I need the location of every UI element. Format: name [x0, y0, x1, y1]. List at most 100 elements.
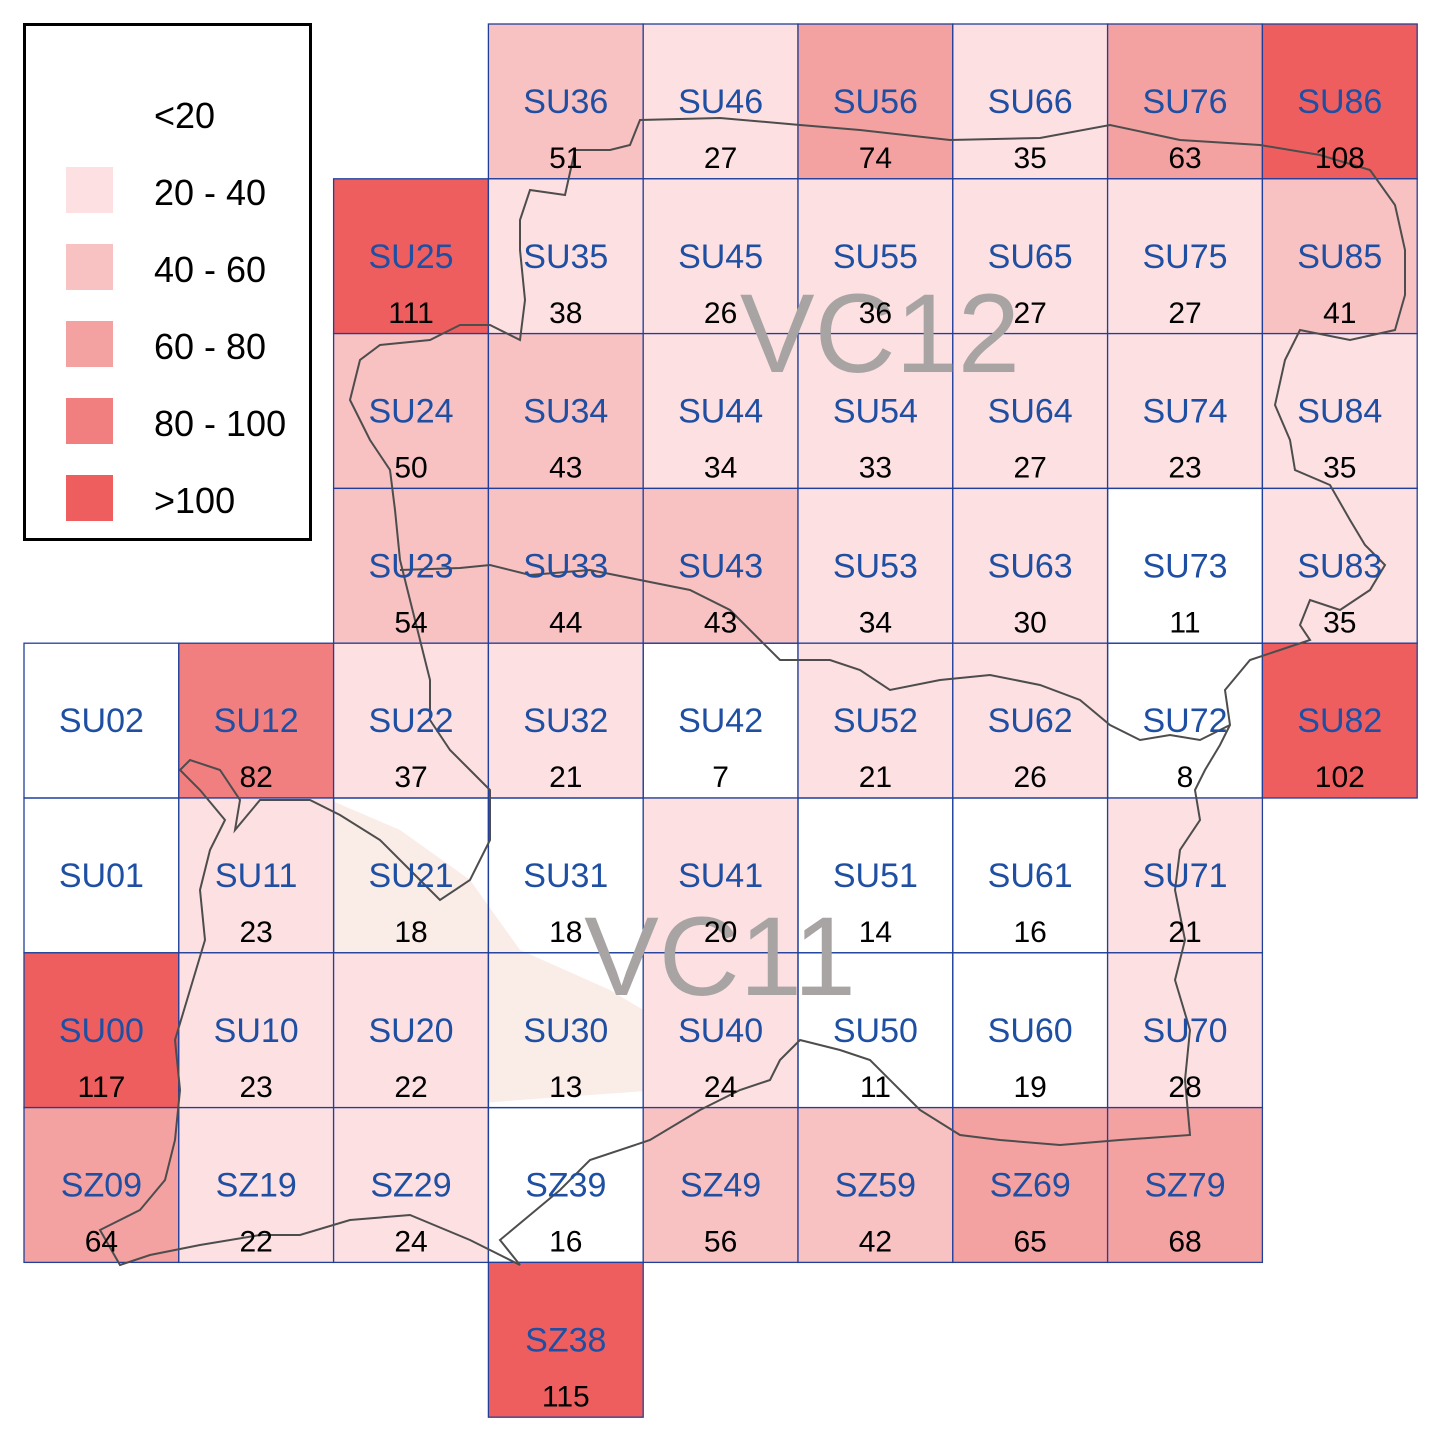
hectad-code-su53: SU53: [833, 547, 918, 585]
hectad-code-su32: SU32: [523, 702, 608, 740]
hectad-code-su72: SU72: [1142, 702, 1227, 740]
hectad-code-su22: SU22: [368, 702, 453, 740]
legend-item: 40 - 60: [26, 237, 309, 297]
vice-county-boundary: [98, 116, 1406, 1267]
hectad-cell-su66: [952, 23, 1109, 180]
hectad-count-su65: 27: [1014, 297, 1047, 330]
hectad-code-su83: SU83: [1297, 547, 1382, 585]
hectad-count-su66: 35: [1014, 142, 1047, 175]
hectad-cell-sz79: [1106, 1106, 1264, 1264]
legend-swatch: [66, 244, 113, 290]
hectad-cell-su22: [332, 642, 490, 799]
region-label-vc12: VC12: [740, 271, 1020, 396]
hectad-code-su21: SU21: [368, 857, 453, 895]
hectad-count-su72: 8: [1177, 761, 1194, 794]
hectad-code-su36: SU36: [523, 83, 608, 121]
hectad-count-sz59: 42: [859, 1226, 892, 1259]
legend-item: <20: [26, 83, 309, 143]
hectad-code-su61: SU61: [988, 857, 1073, 895]
legend-swatch: [66, 90, 113, 136]
hectad-count-su30: 13: [549, 1071, 582, 1104]
hectad-code-su33: SU33: [523, 547, 608, 585]
hectad-code-su65: SU65: [988, 238, 1073, 276]
hectad-code-su35: SU35: [523, 238, 608, 276]
hectad-cell-sz69: [952, 1106, 1109, 1264]
hectad-count-su34: 43: [549, 452, 582, 485]
hectad-code-su20: SU20: [368, 1012, 453, 1050]
hectad-cell-sz09: [23, 1106, 180, 1264]
hectad-code-su43: SU43: [678, 547, 763, 585]
hectad-count-su12: 82: [240, 761, 273, 794]
hectad-count-su46: 27: [704, 142, 737, 175]
hectad-code-su82: SU82: [1297, 702, 1382, 740]
hectad-cell-sz38: [487, 1261, 644, 1418]
county-divider-line: [399, 563, 1231, 742]
hectad-count-su43: 43: [704, 606, 737, 639]
hectad-code-sz59: SZ59: [835, 1167, 916, 1205]
hectad-cell-su82: [1261, 642, 1418, 799]
hectad-code-su40: SU40: [678, 1012, 763, 1050]
legend-swatch: [66, 167, 113, 213]
hectad-code-su84: SU84: [1297, 393, 1382, 431]
hectad-code-su12: SU12: [214, 702, 299, 740]
hectad-cell-su55: [797, 178, 954, 335]
legend-item: >100: [26, 468, 309, 528]
hectad-code-su74: SU74: [1142, 393, 1227, 431]
hectad-cell-su40: [642, 952, 799, 1109]
hectad-cell-su75: [1106, 178, 1264, 335]
legend-item: 20 - 40: [26, 160, 309, 220]
hectad-code-su70: SU70: [1142, 1012, 1227, 1050]
hectad-count-su82: 102: [1315, 761, 1365, 794]
hectad-cell-su65: [952, 178, 1109, 335]
hectad-code-su31: SU31: [523, 857, 608, 895]
hectad-code-su44: SU44: [678, 393, 763, 431]
hectad-cell-su71: [1106, 797, 1264, 954]
hectad-code-su10: SU10: [214, 1012, 299, 1050]
hectad-count-su60: 19: [1014, 1071, 1047, 1104]
hectad-count-su32: 21: [549, 761, 582, 794]
hectad-count-su22: 37: [394, 761, 427, 794]
hectad-cell-su46: [642, 23, 799, 180]
hectad-count-su84: 35: [1323, 452, 1356, 485]
region-label-vc11: VC11: [584, 894, 856, 1019]
hectad-count-su70: 28: [1168, 1071, 1201, 1104]
hectad-count-sz29: 24: [394, 1226, 427, 1259]
hectad-count-su10: 23: [240, 1071, 273, 1104]
hectad-cell-su85: [1261, 178, 1418, 335]
hectad-code-su63: SU63: [988, 547, 1073, 585]
legend-swatch: [66, 398, 113, 444]
hectad-code-sz29: SZ29: [370, 1167, 451, 1205]
hectad-code-su75: SU75: [1142, 238, 1227, 276]
hectad-cell-su44: [642, 332, 799, 490]
hectad-count-su24: 50: [394, 452, 427, 485]
hectad-code-su24: SU24: [368, 393, 453, 431]
hectad-count-su00: 117: [77, 1071, 125, 1104]
hectad-count-su75: 27: [1168, 297, 1201, 330]
hectad-cell-su84: [1261, 332, 1418, 490]
hectad-count-su41: 20: [704, 916, 737, 949]
hectad-code-su34: SU34: [523, 393, 608, 431]
hectad-count-su61: 16: [1014, 916, 1047, 949]
hectad-count-su44: 34: [704, 452, 737, 485]
hectad-count-su55: 36: [859, 297, 892, 330]
hectad-count-su40: 24: [704, 1071, 737, 1104]
hectad-count-sz09: 64: [85, 1226, 118, 1259]
legend-swatch: [66, 475, 113, 521]
hectad-code-su41: SU41: [678, 857, 763, 895]
hectad-code-su00: SU00: [59, 1012, 144, 1050]
hectad-cell-su23: [332, 487, 490, 644]
hectad-count-su73: 11: [1169, 606, 1200, 639]
hectad-code-su42: SU42: [678, 702, 763, 740]
legend-label: <20: [154, 95, 216, 136]
hectad-count-su54: 33: [859, 452, 892, 485]
hectad-count-su50: 11: [860, 1071, 891, 1104]
hectad-cell-su62: [952, 642, 1109, 799]
hectad-count-su63: 30: [1014, 606, 1047, 639]
hectad-cell-su83: [1261, 487, 1418, 644]
hectad-code-su02: SU02: [59, 702, 144, 740]
hectad-code-su60: SU60: [988, 1012, 1073, 1050]
hectad-count-su86: 108: [1315, 142, 1365, 175]
hectad-code-sz09: SZ09: [61, 1167, 142, 1205]
